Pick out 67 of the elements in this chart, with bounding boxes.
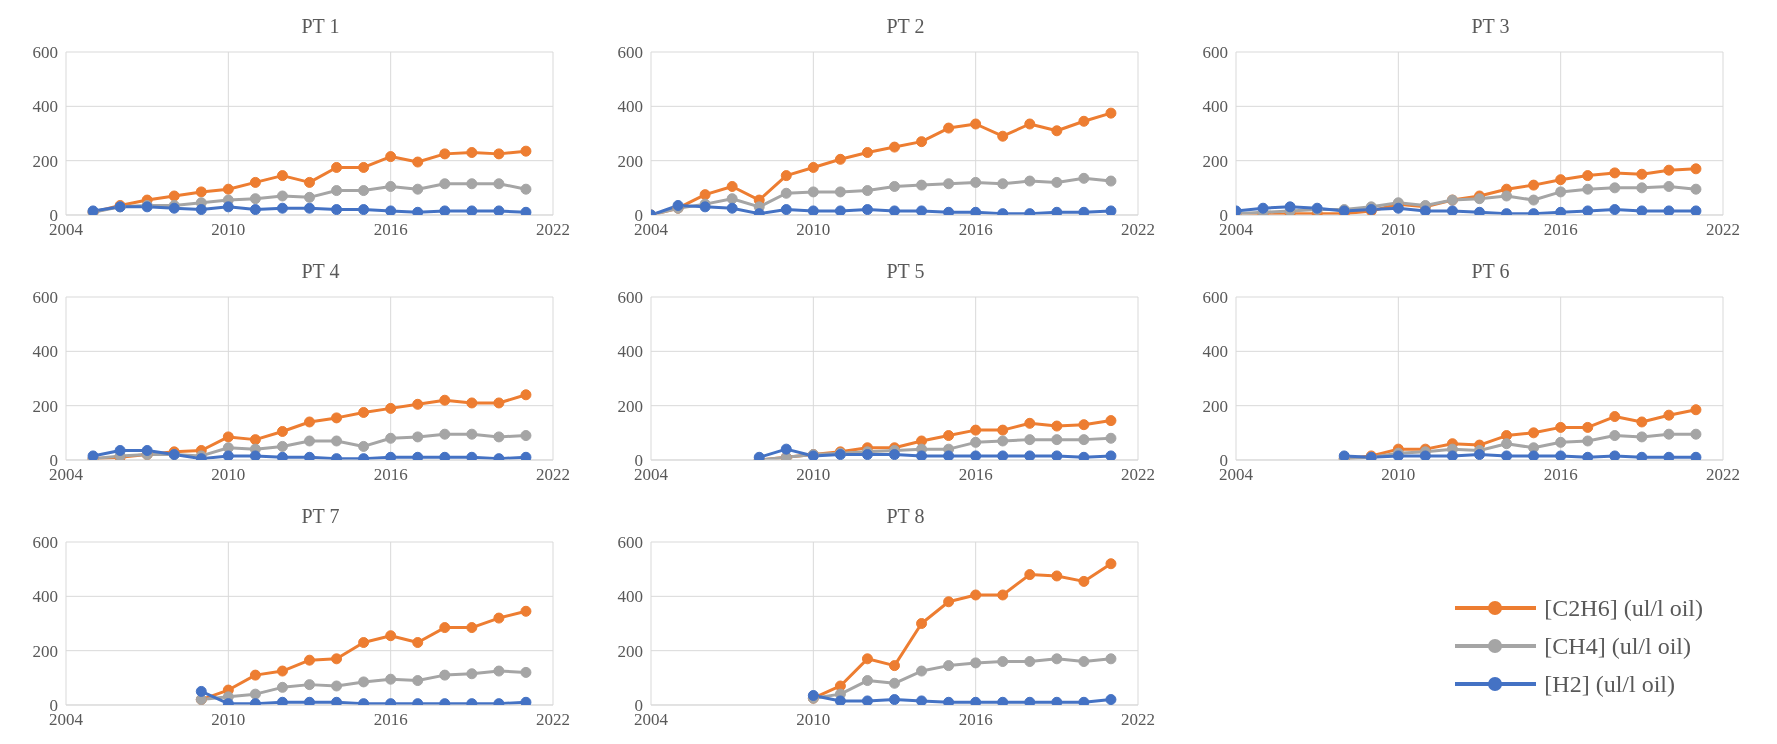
x-tick-label: 2010 (211, 220, 246, 240)
y-tick-label: 400 (32, 97, 58, 117)
x-tick-label: 2010 (211, 465, 246, 485)
x-tick-label: 2010 (1381, 465, 1416, 485)
y-tick-label: 600 (1202, 288, 1228, 308)
x-tick-label: 2016 (958, 465, 993, 485)
chart-title: PT 8 (885, 504, 926, 529)
x-tick-label: 2022 (536, 465, 570, 485)
y-tick-label: 600 (617, 533, 643, 553)
chart-title: PT 6 (1470, 259, 1511, 284)
y-tick-label: 600 (32, 43, 58, 63)
x-tick-label: 2004 (1219, 465, 1254, 485)
legend-label: [H2] (ul/l oil) (1544, 670, 1675, 698)
x-tick-label: 2022 (1706, 465, 1740, 485)
chart-title: PT 7 (300, 504, 341, 529)
chart-title: PT 3 (1470, 14, 1511, 39)
chart-title: PT 1 (300, 14, 341, 39)
y-tick-label: 400 (617, 342, 643, 362)
y-tick-label: 200 (32, 641, 58, 661)
x-tick-label: 2016 (373, 465, 408, 485)
y-tick-label: 400 (1202, 342, 1228, 362)
y-tick-label: 600 (32, 533, 58, 553)
x-tick-label: 2022 (536, 710, 570, 730)
x-tick-label: 2016 (373, 220, 408, 240)
y-tick-label: 200 (617, 641, 643, 661)
y-tick-label: 200 (617, 396, 643, 416)
y-tick-label: 200 (1202, 151, 1228, 171)
x-tick-label: 2004 (634, 220, 669, 240)
chart-title: PT 2 (885, 14, 926, 39)
y-tick-label: 600 (32, 288, 58, 308)
y-tick-label: 600 (1202, 43, 1228, 63)
y-tick-label: 200 (617, 151, 643, 171)
x-tick-label: 2022 (1121, 220, 1155, 240)
y-tick-label: 200 (1202, 396, 1228, 416)
x-tick-label: 2016 (1543, 465, 1578, 485)
x-tick-label: 2022 (1121, 465, 1155, 485)
y-tick-label: 200 (32, 396, 58, 416)
y-tick-label: 400 (617, 97, 643, 117)
x-tick-label: 2004 (634, 465, 669, 485)
x-tick-label: 2004 (1219, 220, 1254, 240)
x-tick-label: 2010 (211, 710, 246, 730)
x-tick-label: 2010 (796, 710, 831, 730)
x-tick-label: 2022 (1121, 710, 1155, 730)
x-tick-label: 2010 (1381, 220, 1416, 240)
y-tick-label: 400 (32, 587, 58, 607)
x-tick-label: 2016 (373, 710, 408, 730)
x-tick-label: 2004 (49, 710, 84, 730)
y-tick-label: 600 (617, 43, 643, 63)
legend-label: [C2H6] (ul/l oil) (1544, 594, 1703, 622)
chart-title: PT 5 (885, 259, 926, 284)
y-tick-label: 400 (32, 342, 58, 362)
x-tick-label: 2004 (634, 710, 669, 730)
x-tick-label: 2010 (796, 220, 831, 240)
x-tick-label: 2004 (49, 220, 84, 240)
x-tick-label: 2022 (536, 220, 570, 240)
x-tick-label: 2016 (1543, 220, 1578, 240)
x-tick-label: 2004 (49, 465, 84, 485)
x-tick-label: 2022 (1706, 220, 1740, 240)
chart-title: PT 4 (300, 259, 341, 284)
y-tick-label: 400 (1202, 97, 1228, 117)
y-tick-label: 400 (617, 587, 643, 607)
y-tick-label: 600 (617, 288, 643, 308)
legend-label: [CH4] (ul/l oil) (1544, 632, 1691, 660)
x-tick-label: 2016 (958, 220, 993, 240)
y-tick-label: 200 (32, 151, 58, 171)
x-tick-label: 2016 (958, 710, 993, 730)
x-tick-label: 2010 (796, 465, 831, 485)
